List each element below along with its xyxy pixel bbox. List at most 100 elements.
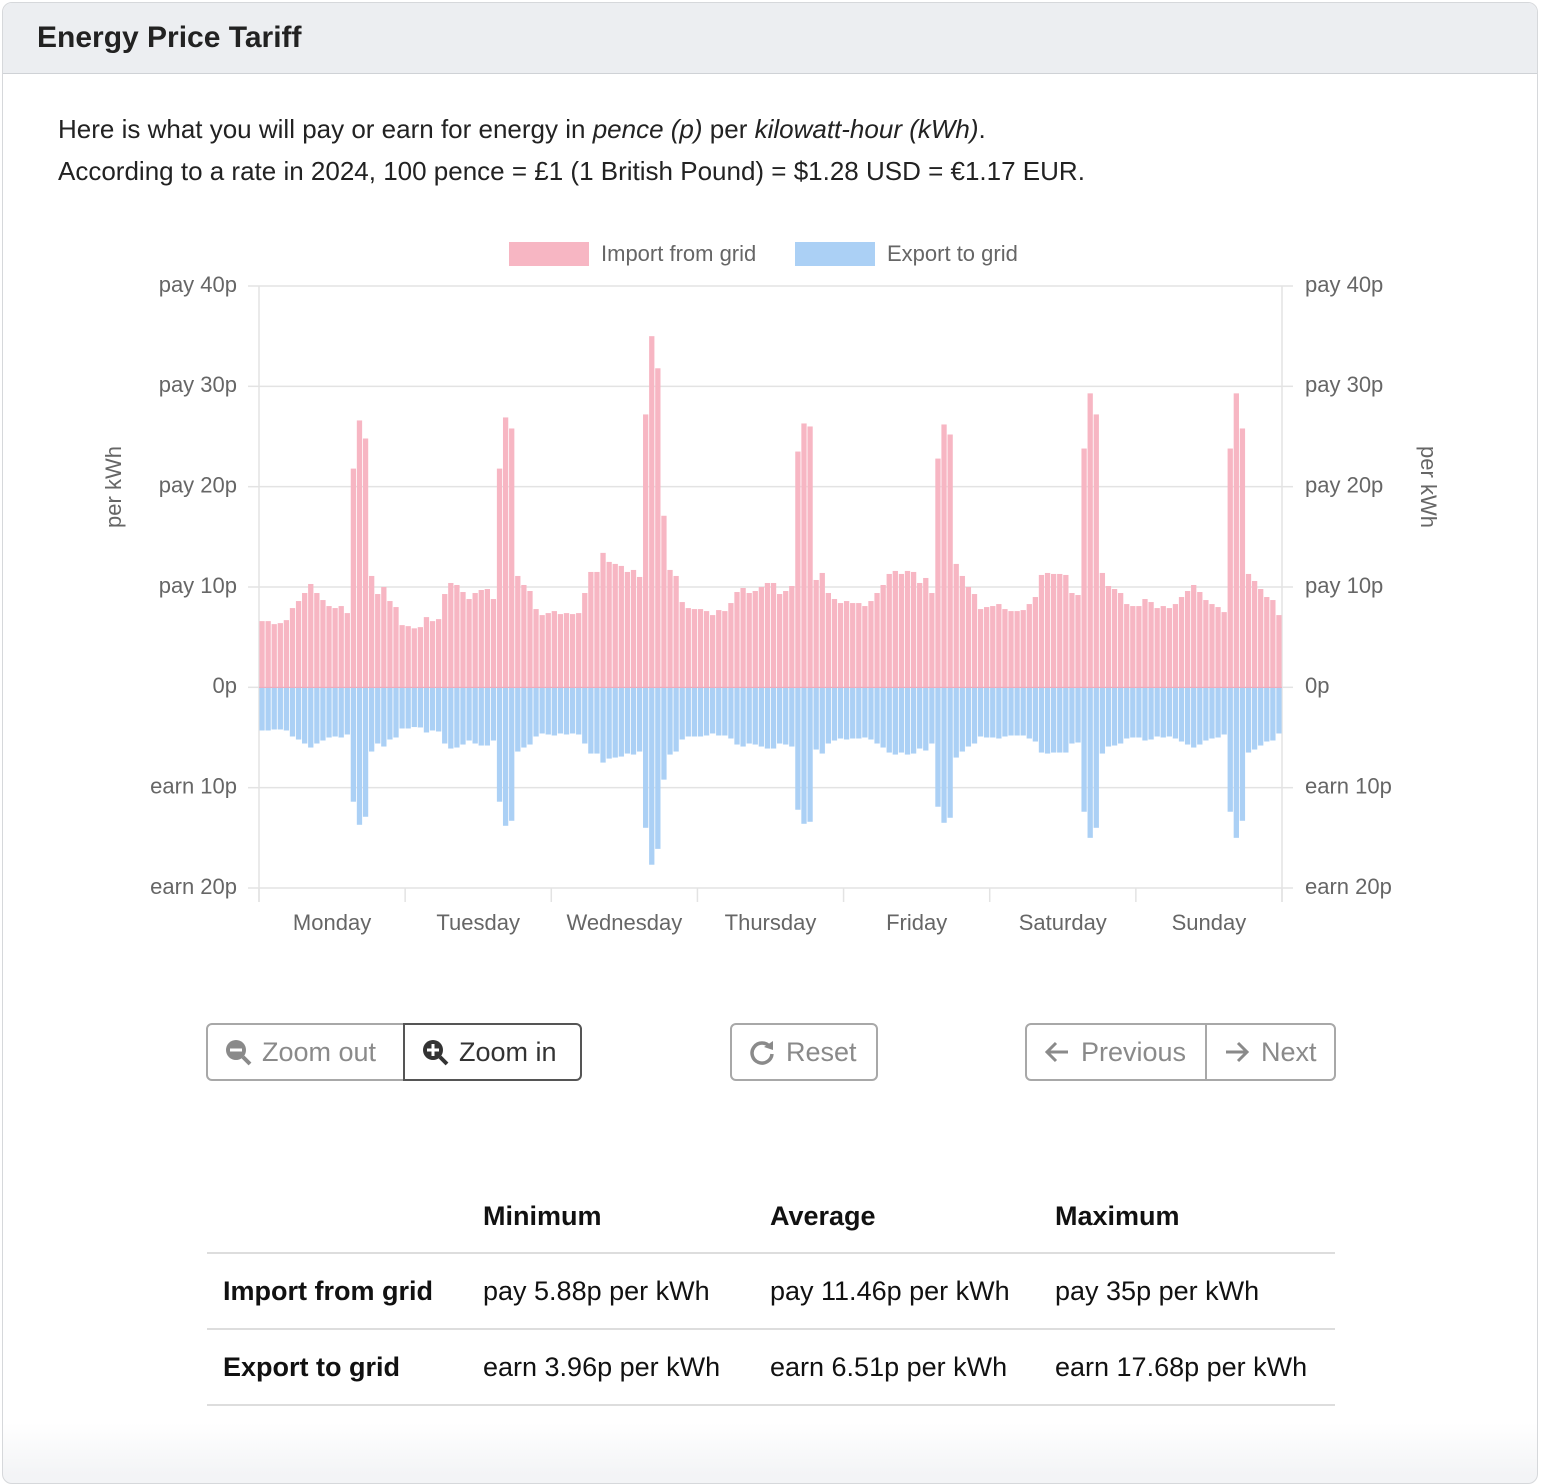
- bar: [1215, 607, 1221, 688]
- bar: [630, 569, 637, 688]
- bar: [728, 687, 734, 739]
- bar: [1227, 448, 1233, 688]
- bar: [1020, 610, 1026, 688]
- bar: [1038, 574, 1045, 688]
- chart: pay 40p pay 30p pay 20p pay 10p 0p earn 10p ea…: [101, 241, 1441, 935]
- y2-axis-title: per kWh: [1416, 446, 1441, 528]
- reset-button[interactable]: Reset: [730, 1023, 878, 1081]
- bar: [387, 601, 393, 688]
- bar: [1051, 687, 1057, 753]
- bar: [1105, 687, 1112, 747]
- bar: [1026, 687, 1032, 739]
- bar: [837, 603, 844, 688]
- bar: [965, 687, 972, 747]
- bar: [990, 606, 996, 688]
- bar: [868, 601, 874, 688]
- bar: [996, 604, 1002, 688]
- y2-tick-label: pay 30p: [1305, 372, 1383, 397]
- bar: [734, 592, 740, 688]
- bar: [953, 563, 959, 688]
- stats-table: Minimum Average Maximum Import from grid…: [207, 1180, 1335, 1406]
- bar: [850, 603, 856, 688]
- bar: [783, 591, 789, 688]
- bar: [277, 687, 283, 730]
- bar: [606, 687, 612, 759]
- bar: [770, 687, 777, 749]
- bar: [515, 687, 521, 752]
- bar: [539, 687, 545, 734]
- bar: [496, 468, 503, 688]
- bar: [959, 575, 965, 688]
- bar: [1245, 687, 1252, 753]
- bar: [472, 593, 478, 688]
- bar: [649, 336, 655, 688]
- bar: [527, 591, 533, 688]
- text: kilowatt-hour (kWh): [754, 114, 979, 144]
- row: Import from grid pay 5.88p per kWh pay 11.…: [207, 1253, 1335, 1330]
- bar: [1154, 608, 1160, 688]
- bar: [332, 608, 338, 688]
- bar: [795, 687, 801, 810]
- zoom-in-button[interactable]: Zoom in: [403, 1023, 582, 1081]
- bar: [338, 687, 344, 738]
- bar: [271, 624, 277, 688]
- y-tick-label: pay 20p: [159, 472, 237, 497]
- bar: [1197, 592, 1203, 688]
- previous-button[interactable]: Previous: [1025, 1023, 1207, 1081]
- bar: [557, 614, 564, 688]
- y-tick-label: earn 10p: [150, 773, 237, 798]
- bar: [423, 687, 430, 733]
- bar: [917, 582, 923, 688]
- bar: [673, 687, 679, 752]
- bar: [1124, 604, 1130, 688]
- bar: [1233, 393, 1239, 688]
- bar: [923, 577, 929, 688]
- bar: [1002, 609, 1008, 688]
- bar: [448, 687, 454, 749]
- bar: [910, 687, 917, 754]
- x-tick-label: Wednesday: [566, 910, 682, 935]
- bar: [1044, 687, 1051, 754]
- bar: [1184, 591, 1191, 688]
- bar: [1063, 687, 1069, 753]
- bar: [1093, 414, 1099, 688]
- bar: [1117, 687, 1124, 744]
- bar: [289, 687, 296, 737]
- y-axis-title: per kWh: [101, 446, 126, 528]
- bar: [484, 589, 490, 688]
- y2-tick-label: pay 20p: [1305, 472, 1383, 497]
- bar: [1270, 600, 1276, 688]
- bar: [295, 601, 302, 688]
- bar: [399, 625, 405, 688]
- bar: [308, 687, 314, 748]
- icon: [226, 1040, 252, 1066]
- bar: [643, 687, 649, 828]
- legend-swatch: [795, 242, 875, 266]
- bar: [801, 687, 807, 824]
- bar: [490, 687, 497, 741]
- bar: [1258, 687, 1264, 746]
- bar: [655, 368, 661, 688]
- bar: [904, 570, 911, 688]
- bar: [496, 687, 503, 802]
- next-button[interactable]: Next: [1205, 1023, 1336, 1081]
- text: per: [702, 114, 755, 144]
- bar: [1154, 687, 1160, 737]
- bar: [697, 687, 704, 737]
- bar: [752, 591, 758, 688]
- bar: [283, 687, 290, 731]
- bar: [1258, 589, 1264, 688]
- bar: [411, 628, 417, 688]
- bar: [941, 424, 947, 688]
- bar: [1142, 599, 1148, 688]
- bar: [941, 687, 947, 823]
- bar: [661, 687, 667, 780]
- header-row: Minimum Average Maximum: [207, 1180, 1335, 1254]
- zoom-out-button[interactable]: Zoom out: [206, 1023, 405, 1081]
- bar: [819, 572, 825, 688]
- y-tick-label: pay 30p: [159, 372, 237, 397]
- bar: [454, 687, 460, 748]
- bar: [490, 599, 497, 688]
- bar: [758, 687, 765, 747]
- bar: [1026, 604, 1032, 688]
